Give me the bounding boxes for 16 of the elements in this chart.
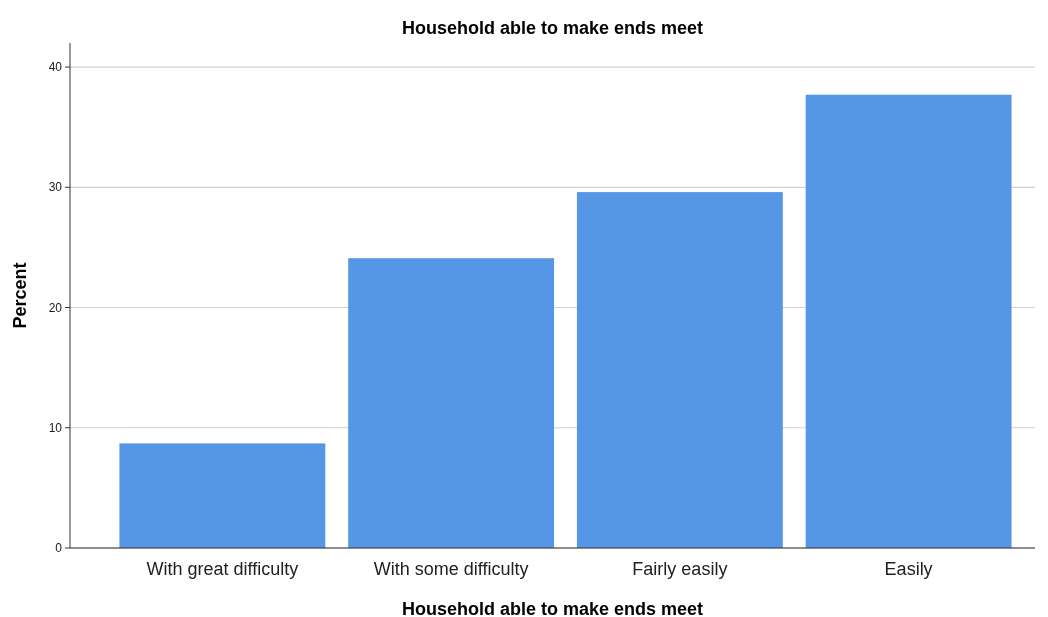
x-tick-label: With some difficulty <box>373 559 529 579</box>
x-tick-label: Easily <box>884 559 933 579</box>
x-tick-label: With great difficulty <box>146 559 299 579</box>
bar <box>576 192 783 548</box>
bar <box>805 94 1012 548</box>
y-tick-label: 10 <box>48 420 63 435</box>
chart-title: Household able to make ends meet <box>401 18 704 38</box>
y-tick-label: 0 <box>55 541 63 556</box>
y-tick-label: 40 <box>48 60 63 75</box>
bar <box>348 258 555 548</box>
bar <box>119 443 326 548</box>
x-tick-label: Fairly easily <box>632 559 728 579</box>
y-tick-label: 30 <box>48 180 63 195</box>
y-axis-title: Percent <box>10 262 30 329</box>
x-axis-title: Household able to make ends meet <box>401 599 704 617</box>
y-tick-label: 20 <box>48 300 63 315</box>
